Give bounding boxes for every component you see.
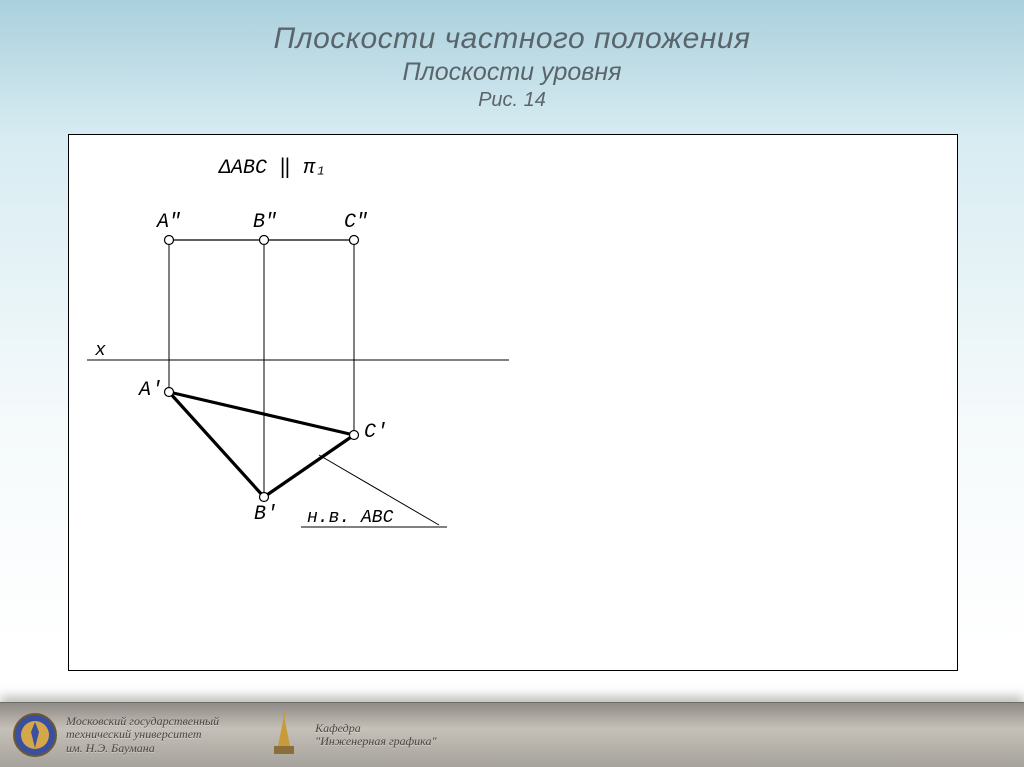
point-C1 bbox=[350, 431, 359, 440]
org-line3: им. Н.Э. Баумана bbox=[66, 742, 219, 755]
label-B2: B″ bbox=[253, 211, 277, 234]
title-block: Плоскости частного положения Плоскости у… bbox=[0, 0, 1024, 112]
title-sub: Плоскости уровня bbox=[0, 58, 1024, 87]
point-A2 bbox=[165, 236, 174, 245]
label-A1: A′ bbox=[137, 379, 163, 402]
slide: Плоскости частного положения Плоскости у… bbox=[0, 0, 1024, 767]
diagram-svg: ΔABC ‖ π₁ x н.в. ABC bbox=[69, 135, 957, 670]
axis-label: x bbox=[94, 341, 106, 361]
triangle-abc bbox=[169, 392, 354, 497]
point-C2 bbox=[350, 236, 359, 245]
title-main: Плоскости частного положения bbox=[0, 22, 1024, 56]
point-B2 bbox=[260, 236, 269, 245]
department-emblem-icon bbox=[261, 712, 307, 758]
footer: Московский государственный технический у… bbox=[0, 702, 1024, 767]
label-B1: B′ bbox=[254, 503, 278, 526]
projection-lines bbox=[169, 240, 354, 497]
condition-text: ΔABC ‖ π₁ bbox=[218, 157, 327, 180]
dept-line2: "Инженерная графика" bbox=[315, 735, 436, 748]
university-name: Московский государственный технический у… bbox=[66, 715, 219, 755]
department-name: Кафедра "Инженерная графика" bbox=[315, 722, 436, 748]
label-A2: A″ bbox=[155, 211, 181, 234]
label-C1: C′ bbox=[364, 421, 388, 444]
point-B1 bbox=[260, 493, 269, 502]
label-C2: C″ bbox=[344, 211, 368, 234]
department-block: Кафедра "Инженерная графика" bbox=[249, 712, 436, 758]
org-line2: технический университет bbox=[66, 728, 219, 741]
annotation-text: н.в. ABC bbox=[307, 508, 394, 528]
university-emblem-icon bbox=[12, 712, 58, 758]
point-A1 bbox=[165, 388, 174, 397]
diagram-frame: ΔABC ‖ π₁ x н.в. ABC bbox=[68, 134, 958, 671]
title-fig: Рис. 14 bbox=[0, 89, 1024, 112]
